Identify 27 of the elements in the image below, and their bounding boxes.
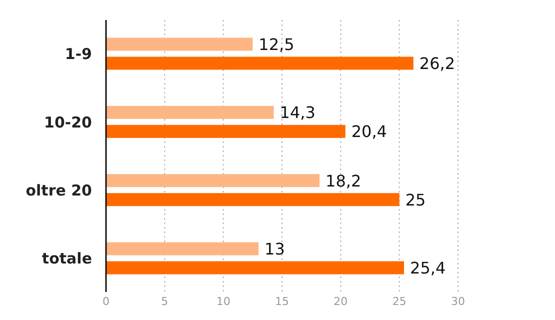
x-tick-label: 30 bbox=[451, 295, 465, 308]
y-tick-label: totale bbox=[42, 250, 92, 268]
data-label: 13 bbox=[264, 240, 285, 259]
x-tick-label: 15 bbox=[275, 295, 289, 308]
data-label: 25 bbox=[405, 190, 426, 210]
x-tick-label: 0 bbox=[102, 295, 110, 308]
y-tick-label: 1-9 bbox=[64, 45, 92, 64]
data-label: 25,4 bbox=[410, 258, 446, 278]
bar bbox=[106, 261, 404, 274]
x-tick-label: 25 bbox=[392, 295, 406, 308]
bar bbox=[106, 242, 259, 256]
data-label: 26,2 bbox=[419, 54, 456, 74]
y-tick-label: 10-20 bbox=[44, 113, 92, 132]
x-tick-label: 10 bbox=[216, 295, 230, 308]
data-label: 14,3 bbox=[280, 103, 316, 122]
bar bbox=[106, 56, 414, 70]
bar bbox=[106, 174, 320, 188]
bar bbox=[106, 38, 253, 51]
data-label: 12,5 bbox=[258, 35, 294, 54]
bar bbox=[106, 124, 346, 138]
y-tick-label: oltre 20 bbox=[26, 181, 92, 200]
bar bbox=[106, 193, 400, 206]
x-tick-label: 5 bbox=[161, 295, 168, 308]
data-label: 20,4 bbox=[351, 122, 387, 142]
bar bbox=[106, 106, 274, 119]
x-tick-label: 20 bbox=[334, 295, 348, 308]
data-label: 18,2 bbox=[326, 171, 362, 190]
